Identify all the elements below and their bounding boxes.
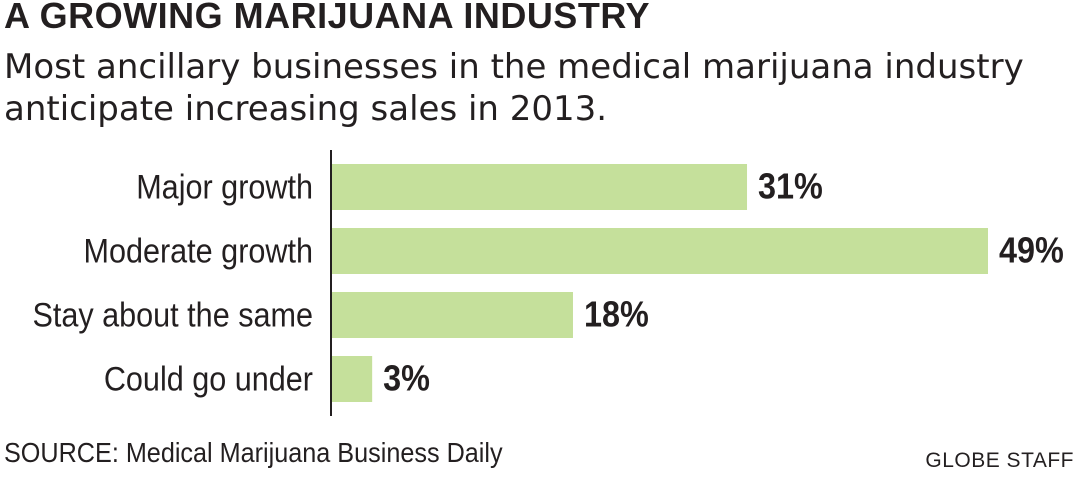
credit-note: GLOBE STAFF bbox=[925, 449, 1074, 472]
bar-chart: Major growth 31% Moderate growth 49% Stay ab… bbox=[32, 150, 1064, 416]
value-label: 3% bbox=[383, 359, 430, 399]
chart-title: A GROWING MARIJUANA INDUSTRY bbox=[4, 0, 650, 36]
bar-2 bbox=[332, 292, 573, 338]
value-label: 31% bbox=[758, 167, 823, 207]
chart-labels-group: Major growth 31% Moderate growth 49% Stay ab… bbox=[32, 167, 1063, 399]
category-label: Could go under bbox=[104, 360, 313, 398]
value-label: 18% bbox=[584, 295, 649, 335]
category-label: Moderate growth bbox=[83, 232, 313, 270]
value-label: 49% bbox=[999, 231, 1064, 271]
category-label: Major growth bbox=[136, 168, 313, 206]
category-label: Stay about the same bbox=[32, 296, 313, 334]
bar-0 bbox=[332, 164, 748, 210]
chart-bars-group bbox=[332, 164, 988, 402]
source-note: SOURCE: Medical Marijuana Business Daily bbox=[4, 437, 503, 468]
bar-3 bbox=[332, 356, 373, 402]
bar-1 bbox=[332, 228, 988, 274]
chart-subtitle: Most ancillary businesses in the medical… bbox=[4, 47, 1024, 129]
